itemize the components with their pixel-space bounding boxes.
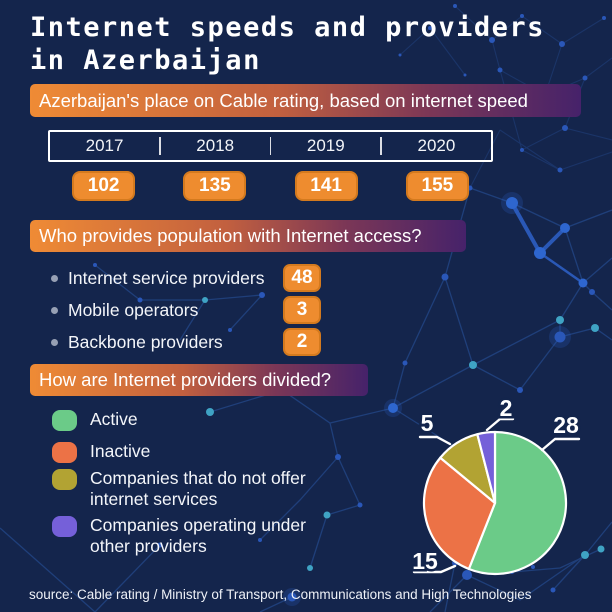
leader-line-5 — [418, 435, 452, 446]
provider-label: Backbone providers — [68, 331, 223, 352]
provider-row-isp: Internet service providers 48 — [51, 262, 321, 294]
legend-swatch-orange — [52, 442, 77, 463]
source-note: source: Cable rating / Ministry of Trans… — [29, 587, 532, 602]
year-2018: 2018 — [196, 136, 235, 155]
pie-chart: 28 15 5 2 — [410, 393, 582, 577]
rating-badge-2020: 155 — [405, 171, 469, 201]
year-2020: 2020 — [417, 136, 456, 155]
provider-label: Internet service providers — [68, 267, 265, 288]
leader-line-2 — [485, 417, 515, 432]
provider-row-mobile: Mobile operators 3 — [51, 294, 321, 326]
pie-slices — [422, 430, 568, 576]
legend-swatch-purple — [52, 516, 77, 537]
providers-list: Internet service providers 48 Mobile ope… — [51, 262, 321, 358]
rating-badge-2019: 141 — [294, 171, 358, 201]
rating-badge-2018: 135 — [183, 171, 247, 201]
pie-label-active: 28 — [553, 412, 579, 438]
provider-label: Mobile operators — [68, 299, 199, 320]
pie-slice — [476, 430, 497, 505]
legend-item-inactive: Inactive — [52, 441, 328, 463]
network-nodes-teal — [202, 297, 605, 571]
pie-label-under-others: 2 — [500, 395, 513, 421]
legend-swatch-olive — [52, 469, 77, 490]
network-nodes-blue — [93, 4, 606, 602]
legend-item-under-others: Companies operating under other provider… — [52, 515, 328, 557]
providers-section-heading: Who provides population with Internet ac… — [30, 220, 466, 252]
provider-count-badge: 48 — [283, 264, 321, 292]
pie-data-labels: 28 15 5 2 — [410, 393, 582, 577]
pie-leader-lines — [412, 417, 581, 574]
pie-slice — [422, 456, 497, 571]
legend-item-active: Active — [52, 409, 328, 431]
legend-label: Companies that do not offer internet ser… — [90, 468, 306, 509]
pie-slice — [467, 430, 568, 576]
pie-label-inactive: 15 — [412, 548, 438, 574]
legend-label: Active — [90, 409, 138, 429]
year-divider — [159, 137, 161, 155]
page-title-line2: in Azerbaijan — [30, 45, 261, 76]
pie-label-no-offer: 5 — [421, 410, 434, 436]
year-2019: 2019 — [306, 136, 345, 155]
leader-line-28 — [540, 437, 581, 452]
rating-badge-2017: 102 — [72, 171, 136, 201]
page-title: Internet speeds and providers in Azerbai… — [30, 11, 545, 77]
legend-item-no-offer: Companies that do not offer internet ser… — [52, 468, 328, 510]
rating-values-row: 102 135 141 155 — [48, 171, 493, 201]
provider-count-badge: 3 — [283, 296, 321, 324]
bullet-icon — [51, 274, 58, 282]
network-nodes-bright — [388, 197, 588, 413]
year-divider — [380, 137, 382, 155]
bullet-icon — [51, 306, 58, 314]
division-section-heading: How are Internet providers divided? — [30, 364, 368, 396]
legend-swatch-green — [52, 410, 77, 431]
provider-count-badge: 2 — [283, 328, 321, 356]
leader-line-15 — [412, 564, 457, 574]
bullet-icon — [51, 338, 58, 346]
provider-row-backbone: Backbone providers 2 — [51, 326, 321, 358]
page-title-line1: Internet speeds and providers — [30, 12, 545, 43]
year-2017: 2017 — [85, 136, 124, 155]
legend-label: Companies operating under other provider… — [90, 515, 306, 556]
legend-label: Inactive — [90, 441, 151, 461]
year-divider — [269, 137, 272, 155]
years-table: 2017 2018 2019 2020 — [48, 130, 493, 162]
pie-legend: Active Inactive Companies that do not of… — [52, 409, 328, 562]
network-lines-bright — [510, 202, 584, 285]
rating-section-heading: Azerbaijan's place on Cable rating, base… — [30, 84, 581, 117]
